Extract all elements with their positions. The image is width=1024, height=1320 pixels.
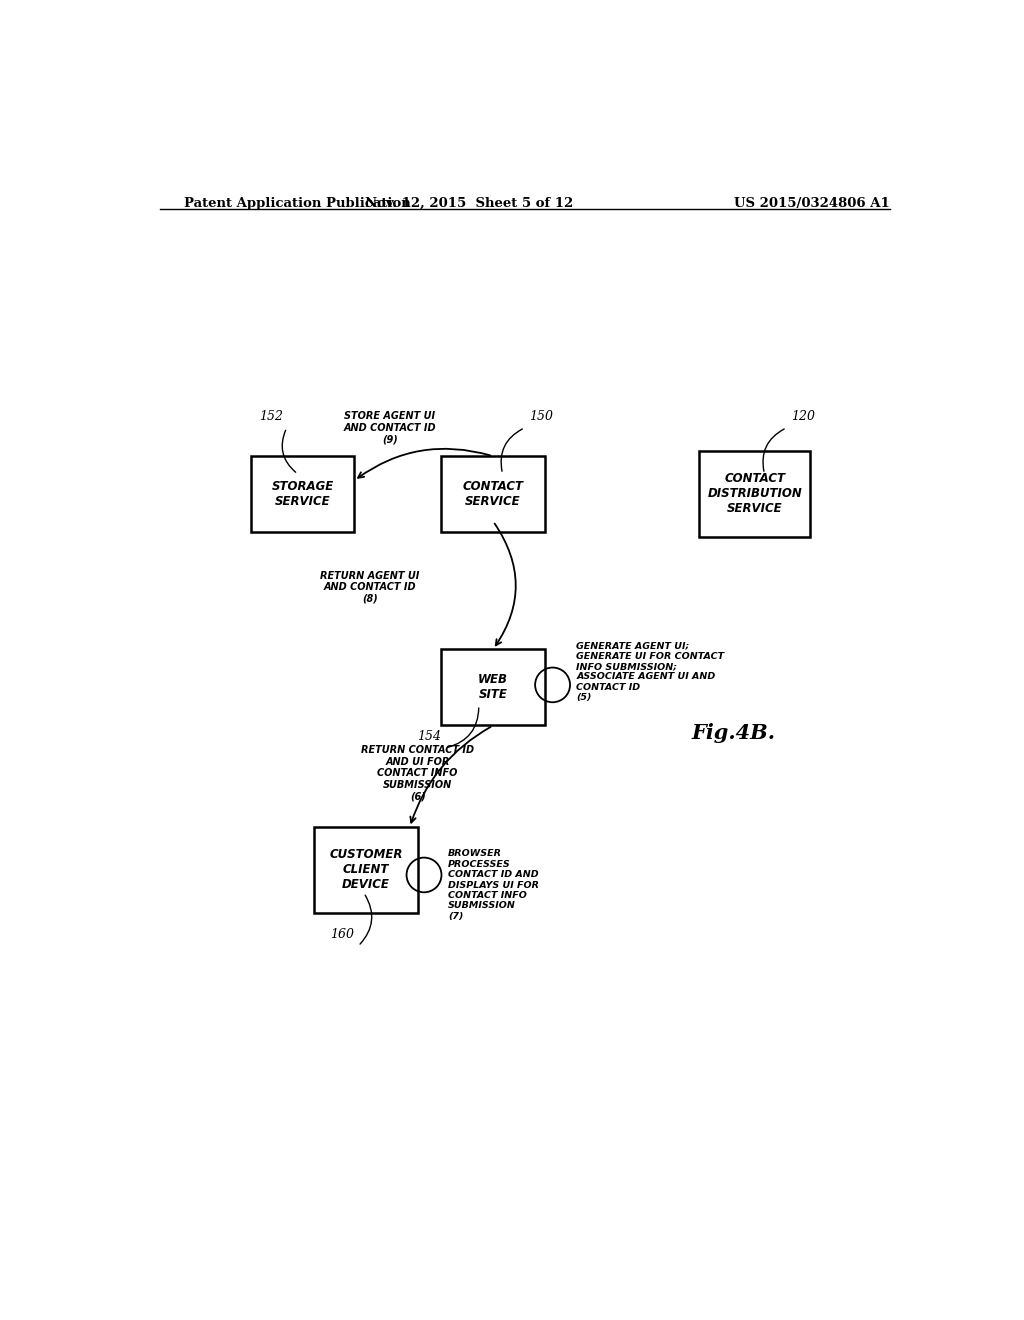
Text: CONTACT
SERVICE: CONTACT SERVICE xyxy=(463,479,523,508)
Text: Patent Application Publication: Patent Application Publication xyxy=(183,197,411,210)
Text: 120: 120 xyxy=(791,409,815,422)
Text: CONTACT
DISTRIBUTION
SERVICE: CONTACT DISTRIBUTION SERVICE xyxy=(708,473,803,515)
Text: STORE AGENT UI
AND CONTACT ID
(9): STORE AGENT UI AND CONTACT ID (9) xyxy=(344,411,436,445)
Text: 154: 154 xyxy=(418,730,441,743)
Text: RETURN AGENT UI
AND CONTACT ID
(8): RETURN AGENT UI AND CONTACT ID (8) xyxy=(321,570,420,605)
Text: US 2015/0324806 A1: US 2015/0324806 A1 xyxy=(734,197,890,210)
FancyBboxPatch shape xyxy=(251,455,354,532)
Text: GENERATE AGENT UI;
GENERATE UI FOR CONTACT
INFO SUBMISSION;
ASSOCIATE AGENT UI A: GENERATE AGENT UI; GENERATE UI FOR CONTA… xyxy=(577,642,725,702)
FancyBboxPatch shape xyxy=(699,450,811,537)
Text: 152: 152 xyxy=(259,409,283,422)
Text: Fig.4B.: Fig.4B. xyxy=(691,722,775,743)
Text: 160: 160 xyxy=(330,928,354,941)
Text: BROWSER
PROCESSES
CONTACT ID AND
DISPLAYS UI FOR
CONTACT INFO
SUBMISSION
(7): BROWSER PROCESSES CONTACT ID AND DISPLAY… xyxy=(447,850,539,921)
Text: WEB
SITE: WEB SITE xyxy=(478,673,508,701)
Text: RETURN CONTACT ID
AND UI FOR
CONTACT INFO
SUBMISSION
(6): RETURN CONTACT ID AND UI FOR CONTACT INF… xyxy=(361,744,474,801)
Text: Nov. 12, 2015  Sheet 5 of 12: Nov. 12, 2015 Sheet 5 of 12 xyxy=(366,197,573,210)
Text: STORAGE
SERVICE: STORAGE SERVICE xyxy=(271,479,334,508)
FancyBboxPatch shape xyxy=(441,455,545,532)
Text: 150: 150 xyxy=(528,409,553,422)
FancyBboxPatch shape xyxy=(441,649,545,725)
Text: CUSTOMER
CLIENT
DEVICE: CUSTOMER CLIENT DEVICE xyxy=(330,849,402,891)
FancyBboxPatch shape xyxy=(314,826,418,913)
